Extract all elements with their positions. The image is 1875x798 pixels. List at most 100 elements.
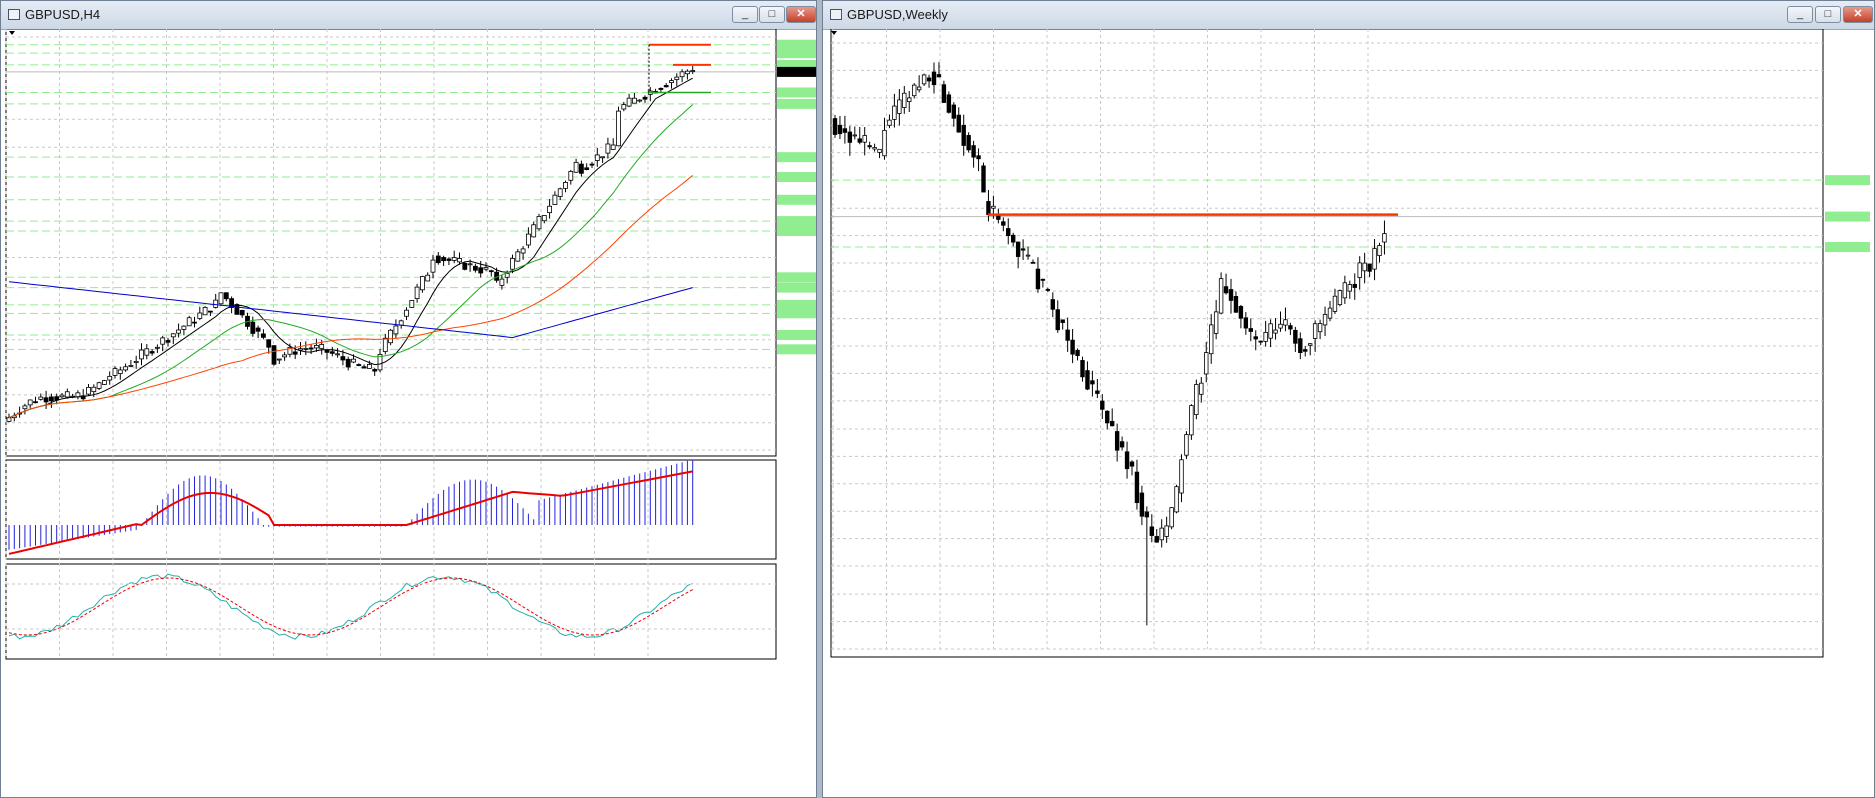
level-price-tag: [777, 299, 816, 310]
candle-body: [255, 327, 261, 332]
candle-body: [837, 124, 843, 135]
candle-body: [902, 92, 907, 108]
candle-body: [557, 188, 563, 197]
candle-body: [1159, 527, 1164, 541]
candle-body: [1109, 420, 1115, 427]
candle-body: [916, 86, 922, 91]
dropdown-triangle-icon: [831, 31, 837, 35]
minimize-button[interactable]: _: [1787, 6, 1813, 23]
level-price-tag: [777, 59, 816, 70]
candle-body: [117, 369, 123, 374]
candle-body: [1090, 380, 1095, 385]
candle-body: [1332, 295, 1338, 312]
level-price-tag: [777, 272, 816, 283]
level-price-tag: [1825, 211, 1870, 222]
candle-body: [892, 105, 897, 120]
candle-body: [921, 74, 927, 85]
candle-body: [107, 375, 113, 381]
candle-body: [842, 128, 848, 133]
candle-body: [324, 349, 330, 353]
window-title-bar[interactable]: GBPUSD,Weekly _ □ ✕: [823, 1, 1874, 30]
candle-body: [472, 265, 478, 271]
candle-body: [1085, 370, 1090, 390]
h4-chart-area[interactable]: [1, 29, 817, 798]
candle-body: [1055, 309, 1060, 331]
candle-body: [857, 138, 862, 143]
candle-body: [393, 325, 399, 335]
level-price-tag: [777, 308, 816, 319]
candle-body: [541, 215, 547, 222]
candle-body: [1184, 434, 1189, 456]
candle-body: [626, 97, 632, 107]
ma-green-line: [8, 104, 694, 419]
candle-body: [202, 307, 208, 316]
candle-body: [1060, 319, 1065, 323]
candle-body: [1129, 461, 1135, 467]
window-title-bar[interactable]: GBPUSD,H4 _ □ ✕: [1, 1, 816, 30]
candle-body: [1258, 340, 1263, 343]
candle-body: [441, 257, 447, 262]
candle-body: [1342, 282, 1348, 299]
close-button[interactable]: ✕: [1843, 6, 1873, 23]
candle-body: [1095, 390, 1100, 394]
candle-body: [1144, 511, 1150, 518]
candle-body: [1357, 262, 1362, 278]
candle-body: [388, 329, 394, 344]
weekly-chart-area[interactable]: [823, 29, 1875, 798]
candle-body: [594, 154, 600, 161]
candle-body: [1001, 221, 1006, 226]
level-price-tag: [777, 216, 816, 227]
candle-body: [33, 401, 38, 404]
candle-body: [936, 74, 942, 78]
candle-body: [1010, 234, 1016, 243]
gbpusd-h4-window[interactable]: GBPUSD,H4 _ □ ✕: [0, 0, 817, 798]
candle-body: [897, 99, 902, 114]
candle-body: [271, 345, 277, 365]
candle-body: [102, 380, 107, 385]
candle-body: [345, 358, 351, 368]
stoch-main-line: [8, 573, 693, 640]
candle-body: [276, 358, 282, 361]
candle-body: [632, 97, 637, 104]
candle-body: [536, 216, 542, 230]
close-button[interactable]: ✕: [786, 6, 816, 23]
candle-body: [1238, 306, 1244, 319]
candle-body: [282, 354, 288, 358]
candle-body: [467, 263, 473, 266]
candle-body: [1070, 339, 1075, 355]
candle-body: [457, 258, 462, 263]
candle-body: [192, 321, 197, 324]
candle-body: [1248, 328, 1253, 332]
candle-body: [170, 333, 176, 338]
candle-body: [91, 386, 97, 393]
candle-body: [951, 104, 956, 119]
candle-body: [1139, 492, 1145, 517]
candle-body: [941, 84, 947, 103]
candle-body: [504, 272, 510, 278]
gbpusd-weekly-window[interactable]: GBPUSD,Weekly _ □ ✕: [822, 0, 1875, 798]
level-price-tag: [777, 194, 816, 205]
ma-orange-line: [8, 175, 694, 419]
candle-body: [1020, 248, 1026, 251]
candle-body: [38, 396, 44, 400]
candle-body: [478, 267, 484, 274]
candle-body: [679, 71, 685, 78]
candle-body: [1050, 299, 1055, 310]
candle-body: [197, 312, 203, 319]
candle-body: [1045, 289, 1051, 291]
candle-body: [1322, 313, 1328, 326]
maximize-button[interactable]: □: [759, 6, 785, 23]
candle-body: [882, 129, 887, 157]
candle-body: [961, 124, 966, 146]
candle-body: [600, 156, 605, 159]
candle-body: [966, 135, 971, 151]
candle-body: [1204, 352, 1209, 375]
candle-body: [852, 134, 857, 137]
candle-body: [637, 99, 643, 102]
candle-body: [616, 110, 621, 147]
candle-body: [43, 397, 49, 403]
minimize-button[interactable]: _: [732, 6, 758, 23]
candle-body: [1100, 400, 1105, 410]
candle-body: [912, 84, 917, 97]
maximize-button[interactable]: □: [1815, 6, 1841, 23]
